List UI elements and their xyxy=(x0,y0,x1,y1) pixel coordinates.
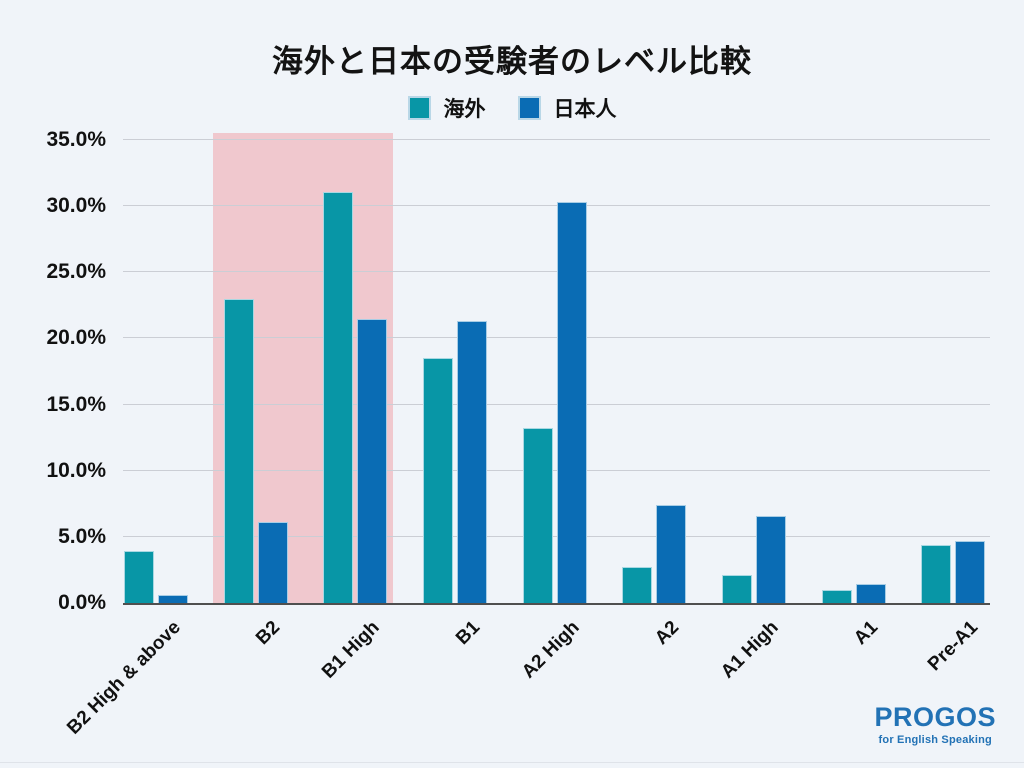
chart-legend: 海外 日本人 xyxy=(0,93,1024,123)
x-axis-label: A1 High xyxy=(717,617,783,683)
gridline xyxy=(123,205,990,207)
legend-label-japanese: 日本人 xyxy=(553,98,617,121)
chart-title: 海外と日本の受験者のレベル比較 xyxy=(272,44,752,79)
bar-group: A1 High xyxy=(704,140,804,683)
y-axis-tick-label: 15.0% xyxy=(46,392,106,416)
bar-overseas xyxy=(123,551,154,603)
gridline xyxy=(123,535,990,537)
bar-japanese xyxy=(456,321,487,603)
bar-japanese xyxy=(955,540,986,603)
bar-japanese xyxy=(357,318,388,603)
bar-group: A2 High xyxy=(505,140,605,683)
y-axis-tick-label: 35.0% xyxy=(46,128,106,151)
y-axis-tick-label: 25.0% xyxy=(46,260,106,284)
x-axis-label: B1 xyxy=(451,617,484,650)
bar-group: A2 xyxy=(604,140,704,649)
gridline xyxy=(123,403,990,405)
bar-overseas xyxy=(821,589,852,603)
y-axis-tick-label: 20.0% xyxy=(46,326,106,350)
bar-group: B1 High xyxy=(305,140,405,683)
y-axis-tick-label: 10.0% xyxy=(46,458,106,482)
x-axis-label: A1 xyxy=(850,617,883,650)
x-axis-label: A2 High xyxy=(517,617,584,683)
y-axis-tick-label: 0.0% xyxy=(58,591,106,614)
bar-japanese xyxy=(656,505,687,603)
bar-group: B2 xyxy=(206,140,306,649)
y-axis-tick-label: 30.0% xyxy=(46,194,106,218)
bar-overseas xyxy=(223,298,254,603)
bar-overseas xyxy=(323,191,354,603)
bottom-divider xyxy=(0,762,1024,763)
bar-overseas xyxy=(622,567,653,603)
legend-swatch-overseas xyxy=(407,96,431,120)
bars-layer: B2 High & above B2 B1 High B1 A2 High A2 A1 Hi… xyxy=(63,140,1003,739)
gridline xyxy=(123,337,990,339)
x-axis-label: B1 High xyxy=(318,617,385,683)
legend-swatch-japanese xyxy=(517,96,541,120)
x-axis-label: B2 High & above xyxy=(63,617,185,739)
gridline xyxy=(123,469,990,471)
logo-tagline-text: for English Speaking xyxy=(878,734,992,746)
legend-item-overseas: 海外 xyxy=(407,93,486,123)
plot-area: 0.0% 5.0% 10.0% 15.0% 20.0% 25.0% 30.0% 35.0% B2… xyxy=(46,128,990,739)
x-axis-label: Pre-A1 xyxy=(923,617,983,676)
gridline xyxy=(123,271,990,273)
legend-item-japanese: 日本人 xyxy=(517,93,617,123)
bar-group: B1 xyxy=(405,140,505,649)
bar-group: A1 xyxy=(804,140,904,649)
bar-japanese xyxy=(257,522,288,603)
bar-overseas xyxy=(422,358,453,603)
legend-label-overseas: 海外 xyxy=(443,98,486,121)
bar-overseas xyxy=(721,575,752,603)
bar-group: B2 High & above xyxy=(63,140,206,739)
bar-japanese xyxy=(855,584,886,603)
bar-overseas xyxy=(522,428,553,603)
y-axis-tick-label: 5.0% xyxy=(58,524,106,548)
logo-brand-text: PROGOS xyxy=(874,702,996,732)
x-axis-label: B2 xyxy=(252,617,285,650)
bar-group: Pre-A1 xyxy=(903,140,1003,675)
progos-logo: PROGOS for English Speaking xyxy=(874,702,996,746)
bar-japanese xyxy=(556,202,587,603)
x-axis-label: A2 xyxy=(651,617,684,650)
bar-japanese xyxy=(157,595,188,603)
bar-japanese xyxy=(755,515,786,603)
bar-overseas xyxy=(921,544,952,603)
gridline xyxy=(123,139,990,140)
